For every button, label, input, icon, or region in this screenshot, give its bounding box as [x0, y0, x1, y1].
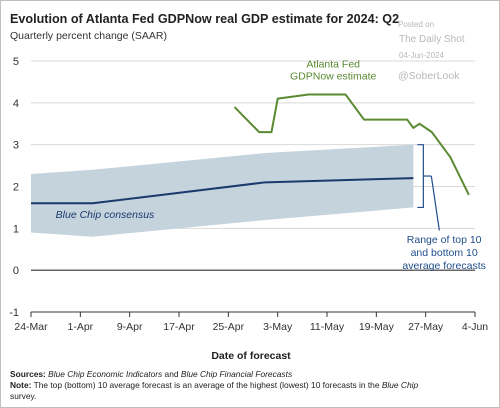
y-tick-label: 3: [13, 140, 19, 152]
y-tick-label: 4: [13, 98, 19, 110]
note-label: Note:: [10, 380, 32, 390]
range-annotation-line-1: Range of top 10: [407, 234, 482, 246]
note-text: The top (bottom) 10 average forecast is …: [31, 380, 382, 390]
gdpnow-label-line-1: Atlanta Fed: [306, 58, 360, 70]
x-tick-label: 9-Apr: [117, 321, 143, 333]
x-tick-label: 27-May: [408, 321, 444, 333]
x-tick-label: 19-May: [359, 321, 395, 333]
footer-note: Note: The top (bottom) 10 average foreca…: [10, 380, 490, 401]
x-tick-label: 4-Jun: [462, 321, 488, 333]
x-tick-label: 17-Apr: [163, 321, 195, 333]
y-tick-label: -1: [9, 307, 19, 319]
x-axis-title: Date of forecast: [211, 350, 291, 362]
bluechip-label: Blue Chip consensus: [56, 209, 155, 221]
x-tick-label: 1-Apr: [67, 321, 93, 333]
x-tick-label: 24-Mar: [14, 321, 48, 333]
watermark-handle: @SoberLook: [398, 70, 460, 82]
bluechip-consensus-line: [31, 177, 414, 205]
sources-text-2: Blue Chip Financial Forecasts: [180, 369, 293, 379]
y-tick-label: 2: [13, 182, 19, 194]
y-tick-label: 5: [13, 56, 19, 68]
range-bracket: [417, 144, 424, 209]
range-annotation-line-2: and bottom 10: [411, 247, 478, 259]
sources-text-1: Blue Chip Economic Indicators: [48, 369, 163, 379]
range-annotation-line-3: average forecasts: [402, 260, 485, 272]
y-tick-label: 0: [13, 265, 19, 277]
footer-sources: Sources: Blue Chip Economic Indicators a…: [10, 369, 292, 380]
watermark-date: 04-Jun-2024: [399, 51, 444, 60]
note-italic: Blue Chip: [381, 380, 419, 390]
sources-and: and: [162, 369, 181, 379]
x-tick-label: 3-May: [263, 321, 293, 333]
chart-plot: -1 0 1 2 3 4 5 24-Mar 1-Apr 9-Apr 17-Apr 25-Apr 3-Ma…: [9, 56, 488, 333]
x-tick-label: 25-Apr: [213, 321, 245, 333]
watermark-source: The Daily Shot: [399, 34, 465, 45]
y-tick-label: 1: [13, 223, 19, 235]
note-end: survey.: [10, 390, 37, 401]
forecast-range-band: [31, 144, 414, 237]
gdpnow-estimate-line: [233, 93, 470, 196]
range-pointer-line: [430, 175, 440, 231]
chart-subtitle: Quarterly percent change (SAAR): [10, 30, 167, 42]
gdpnow-label-line-2: GDPNow estimate: [290, 70, 377, 82]
chart-title: Evolution of Atlanta Fed GDPNow real GDP…: [10, 12, 400, 26]
sources-label: Sources:: [10, 369, 46, 379]
watermark-posted-on: Posted on: [398, 20, 435, 29]
x-tick-label: 11-May: [310, 321, 345, 333]
